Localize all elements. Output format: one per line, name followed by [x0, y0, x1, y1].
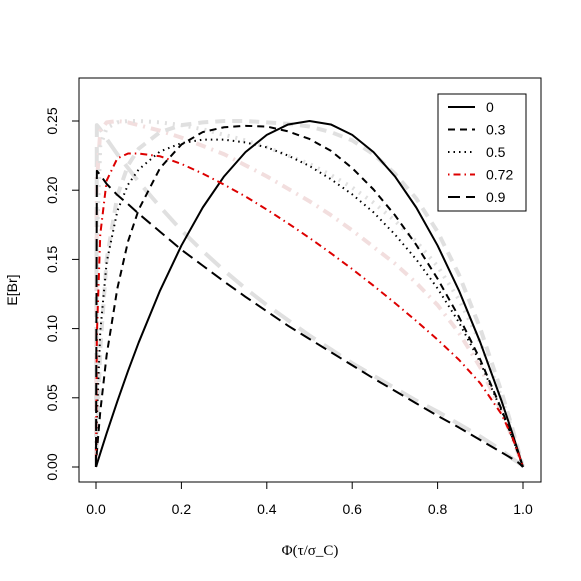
x-axis: 0.0 0.2 0.4 0.6 0.8 1.0: [86, 481, 533, 517]
legend-label: 0.9: [486, 189, 506, 205]
legend-box: [437, 93, 527, 212]
y-tick-label: 0.25: [44, 107, 60, 134]
series-line: [95, 138, 524, 468]
legend-label: 0: [486, 99, 494, 115]
data-series: [95, 120, 524, 468]
background-curve: [94, 123, 525, 469]
x-tick-label: 0.6: [342, 501, 362, 517]
y-tick-label: 0.10: [44, 315, 60, 342]
legend-label: 0.3: [486, 122, 506, 138]
legend: 0 0.3 0.5 0.72 0.9: [437, 93, 527, 212]
legend-label: 0.72: [486, 167, 513, 183]
y-tick-label: 0.00: [44, 453, 60, 480]
y-axis-title: E[Br]: [4, 274, 20, 305]
x-axis-title: Φ(τ/σ_C): [282, 543, 339, 559]
series-line: [95, 124, 524, 468]
background-curve: [94, 119, 525, 468]
x-tick-label: 0.2: [172, 501, 192, 517]
y-tick-label: 0.15: [44, 246, 60, 273]
series-line: [95, 120, 524, 468]
legend-label: 0.5: [486, 144, 506, 160]
x-tick-label: 1.0: [513, 501, 533, 517]
x-tick-label: 0.0: [86, 501, 106, 517]
x-tick-label: 0.8: [428, 501, 448, 517]
y-tick-label: 0.05: [44, 384, 60, 411]
series-line: [95, 169, 524, 468]
y-axis: 0.00 0.05 0.10 0.15 0.20 0.25: [44, 107, 80, 481]
x-tick-label: 0.4: [257, 501, 277, 517]
y-tick-label: 0.20: [44, 176, 60, 203]
